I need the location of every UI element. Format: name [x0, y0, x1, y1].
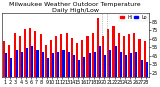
Bar — [112, 26, 115, 87]
Bar — [42, 52, 44, 87]
Bar — [133, 33, 135, 87]
Bar — [24, 29, 26, 87]
Bar — [36, 50, 39, 87]
Bar — [57, 52, 59, 87]
Bar — [107, 29, 109, 87]
Bar — [68, 52, 70, 87]
Bar — [29, 28, 31, 87]
Bar — [86, 36, 88, 87]
Bar — [128, 34, 130, 87]
Bar — [123, 36, 125, 87]
Bar — [97, 18, 99, 87]
Bar — [16, 50, 18, 87]
Bar — [83, 57, 85, 87]
Bar — [55, 36, 57, 87]
Bar — [118, 33, 120, 87]
Bar — [120, 52, 122, 87]
Bar — [66, 33, 68, 87]
Bar — [26, 48, 28, 87]
Bar — [81, 40, 83, 87]
Bar — [144, 41, 146, 87]
Bar — [99, 46, 101, 87]
Bar — [5, 53, 7, 87]
Bar — [135, 52, 137, 87]
Bar — [88, 53, 91, 87]
Bar — [21, 52, 23, 87]
Bar — [19, 36, 21, 87]
Bar — [109, 50, 111, 87]
Bar — [3, 41, 5, 87]
Bar — [45, 45, 47, 87]
Bar — [94, 52, 96, 87]
Bar — [60, 34, 62, 87]
Bar — [52, 53, 54, 87]
Bar — [47, 58, 49, 87]
Bar — [78, 60, 80, 87]
Bar — [146, 62, 148, 87]
Bar — [14, 33, 16, 87]
Bar — [130, 53, 132, 87]
Bar — [140, 60, 143, 87]
Bar — [104, 55, 106, 87]
Bar — [31, 46, 33, 87]
Bar — [76, 43, 78, 87]
Bar — [10, 58, 12, 87]
Bar — [92, 33, 94, 87]
Bar — [71, 38, 73, 87]
Bar — [125, 55, 127, 87]
Bar — [138, 39, 140, 87]
Bar — [62, 50, 64, 87]
Bar — [34, 31, 36, 87]
Bar — [73, 55, 75, 87]
Bar — [40, 34, 42, 87]
Bar — [50, 40, 52, 87]
Bar — [8, 45, 10, 87]
Title: Milwaukee Weather Outdoor Temperature  Daily High/Low: Milwaukee Weather Outdoor Temperature Da… — [9, 2, 142, 13]
Legend: Hi, Lo: Hi, Lo — [119, 14, 148, 21]
Bar — [115, 46, 117, 87]
Bar — [102, 36, 104, 87]
